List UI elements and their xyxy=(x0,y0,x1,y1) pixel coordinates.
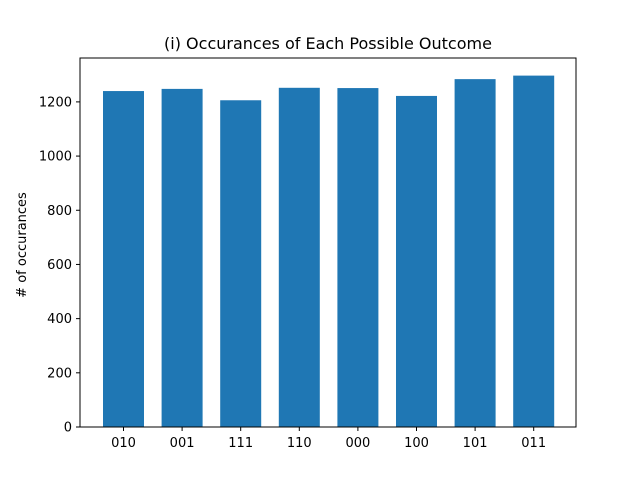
bar-111 xyxy=(220,100,262,427)
bars-group xyxy=(103,75,555,428)
y-axis-label: # of occurances xyxy=(15,192,30,298)
y-tick-label: 400 xyxy=(47,312,72,327)
y-axis: 0 200 400 600 800 1000 1200 xyxy=(39,95,80,436)
bar-000 xyxy=(337,88,379,427)
x-tick-label: 011 xyxy=(521,436,546,451)
x-tick-label: 010 xyxy=(111,436,136,451)
bar-011 xyxy=(513,75,555,428)
y-tick-label: 1200 xyxy=(39,95,72,110)
x-tick-label: 001 xyxy=(170,436,195,451)
bar-100 xyxy=(396,95,437,428)
x-axis: 010 001 111 110 000 100 101 011 xyxy=(111,427,546,451)
x-tick-label: 000 xyxy=(345,436,370,451)
y-tick-label: 0 xyxy=(64,421,72,436)
chart-title: (i) Occurances of Each Possible Outcome xyxy=(164,34,492,53)
x-tick-label: 100 xyxy=(404,436,429,451)
x-tick-label: 101 xyxy=(463,436,488,451)
y-tick-label: 200 xyxy=(47,366,72,381)
y-tick-label: 600 xyxy=(47,258,72,273)
bar-110 xyxy=(278,87,320,428)
bar-010 xyxy=(103,91,144,428)
y-tick-label: 1000 xyxy=(39,150,72,165)
bar-001 xyxy=(161,88,203,427)
y-tick-label: 800 xyxy=(47,204,72,219)
axes-frame xyxy=(79,57,577,428)
x-tick-label: 111 xyxy=(228,436,253,451)
x-tick-label: 110 xyxy=(287,436,312,451)
bar-101 xyxy=(454,79,496,427)
